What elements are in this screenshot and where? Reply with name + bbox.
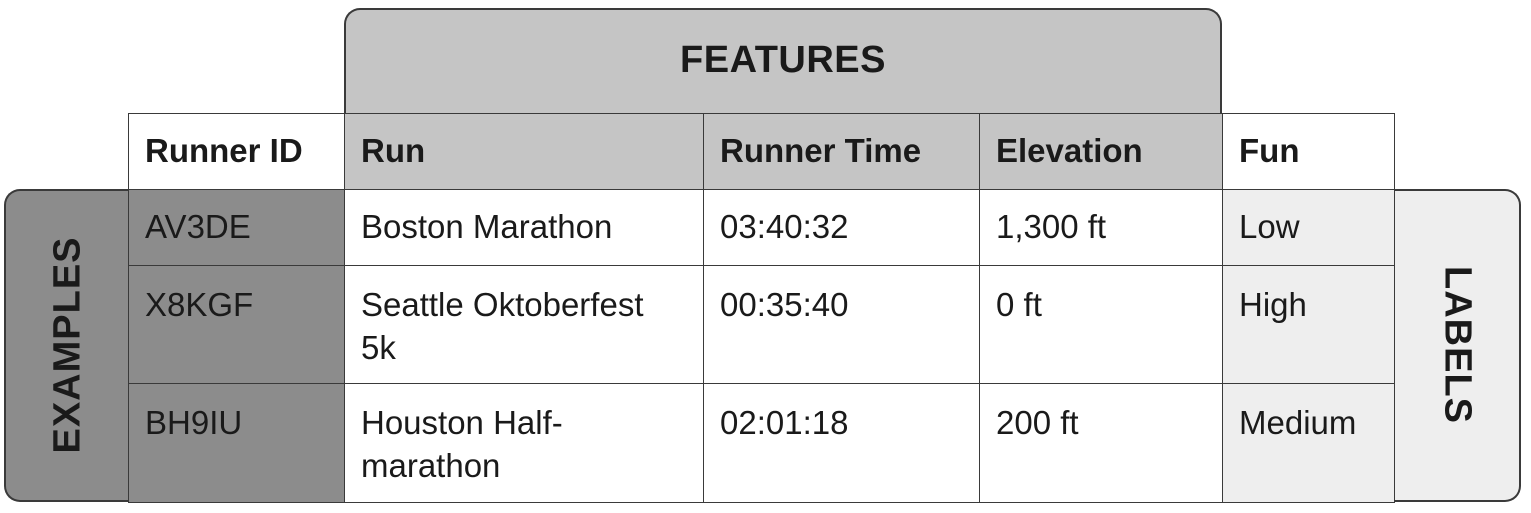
cell-runner-id: X8KGF — [128, 265, 345, 384]
header-run: Run — [344, 113, 704, 190]
features-tab: FEATURES — [344, 8, 1222, 116]
labels-tab — [1393, 189, 1521, 502]
cell-runner-id: BH9IU — [128, 383, 345, 503]
cell-run: Seattle Oktoberfest 5k — [344, 265, 704, 384]
cell-runner-id: AV3DE — [128, 189, 345, 266]
runner-table: Runner ID Run Runner Time Elevation Fun … — [128, 113, 1395, 503]
header-elevation: Elevation — [979, 113, 1223, 190]
labels-label: LABELS — [1436, 266, 1479, 424]
cell-runner-time: 00:35:40 — [703, 265, 980, 384]
cell-fun: High — [1222, 265, 1395, 384]
cell-runner-time: 02:01:18 — [703, 383, 980, 503]
header-row: Runner ID Run Runner Time Elevation Fun — [128, 113, 1395, 190]
header-runner-id: Runner ID — [128, 113, 345, 190]
cell-fun: Medium — [1222, 383, 1395, 503]
examples-label: EXAMPLES — [46, 236, 89, 454]
cell-runner-time: 03:40:32 — [703, 189, 980, 266]
cell-elevation: 0 ft — [979, 265, 1223, 384]
cell-elevation: 200 ft — [979, 383, 1223, 503]
table-row: BH9IU Houston Half-marathon 02:01:18 200… — [128, 383, 1395, 503]
cell-elevation: 1,300 ft — [979, 189, 1223, 266]
cell-run: Houston Half-marathon — [344, 383, 704, 503]
table-row: X8KGF Seattle Oktoberfest 5k 00:35:40 0 … — [128, 265, 1395, 384]
header-runner-time: Runner Time — [703, 113, 980, 190]
cell-run: Boston Marathon — [344, 189, 704, 266]
cell-fun: Low — [1222, 189, 1395, 266]
features-label: FEATURES — [680, 38, 886, 81]
examples-tab — [4, 189, 132, 502]
header-fun: Fun — [1222, 113, 1395, 190]
table-row: AV3DE Boston Marathon 03:40:32 1,300 ft … — [128, 189, 1395, 266]
